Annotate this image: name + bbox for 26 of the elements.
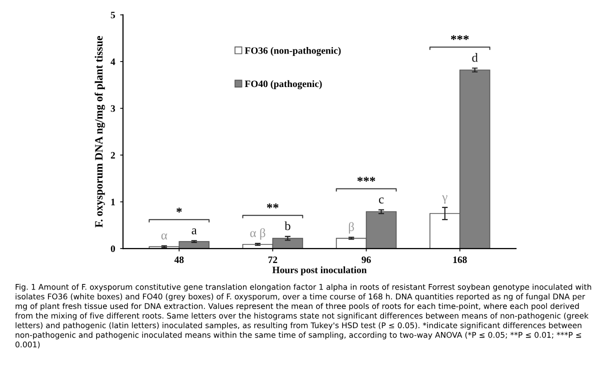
x-tick-label: 72 — [268, 256, 278, 263]
data-label: a — [192, 228, 197, 234]
y-tick-label: 3 — [110, 105, 116, 112]
x-axis-title: Hours post inoculation — [272, 266, 367, 276]
data-label: b — [284, 221, 290, 230]
y-tick-label: 4 — [110, 58, 116, 65]
annotation: *** — [451, 35, 469, 40]
data-label: d — [472, 53, 478, 62]
data-label: c — [378, 197, 384, 204]
annotation: *** — [357, 176, 376, 182]
legend-label: FO36 (non-pathogenic) — [244, 47, 341, 56]
y-tick-label: 5 — [110, 12, 116, 18]
annotation: * — [176, 208, 182, 212]
data-label: β — [348, 222, 354, 234]
legend-label: FO40 (pathogenic) — [244, 80, 322, 90]
annotation: ** — [266, 204, 278, 208]
data-label: γ — [442, 195, 448, 204]
data-label: α β — [250, 228, 266, 240]
y-tick-label: 1 — [111, 198, 115, 206]
x-tick-label: 48 — [174, 256, 184, 264]
y-axis-title: F. oxysporum DNA ng/mg of plant tissue — [94, 36, 105, 228]
y-tick-label: 0 — [110, 245, 115, 252]
data-label: α — [161, 233, 168, 240]
x-tick-label: 96 — [362, 256, 371, 264]
x-tick-label: 168 — [453, 256, 467, 264]
y-tick-label: 2 — [110, 152, 115, 158]
